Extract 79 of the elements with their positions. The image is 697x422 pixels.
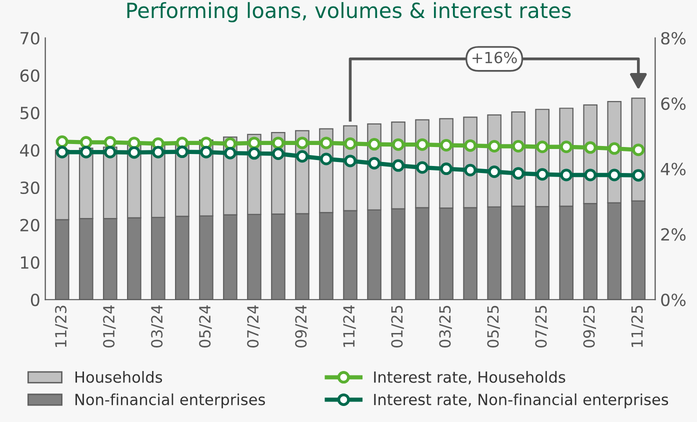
x-tick-label: 05/25 bbox=[487, 306, 500, 348]
y-tick-label: 60 bbox=[20, 69, 40, 82]
point bbox=[320, 152, 332, 166]
point bbox=[584, 141, 597, 154]
x-tick-label: 07/25 bbox=[535, 306, 548, 348]
x-tick-label: 11/23 bbox=[54, 306, 68, 347]
point bbox=[560, 168, 573, 182]
point bbox=[560, 140, 573, 154]
point bbox=[296, 136, 308, 150]
y2-tick-label: 0% bbox=[661, 294, 686, 306]
point bbox=[344, 137, 356, 150]
point bbox=[440, 139, 453, 152]
y2-tick-label: 8% bbox=[661, 32, 686, 45]
point bbox=[584, 168, 597, 182]
y-tick-label: 70 bbox=[20, 32, 40, 45]
point bbox=[320, 136, 332, 150]
point bbox=[176, 146, 188, 158]
point bbox=[632, 144, 645, 156]
y-tick-label: 20 bbox=[20, 218, 40, 232]
point bbox=[128, 136, 140, 150]
x-tick-label: 11/25 bbox=[631, 306, 644, 347]
y2-tick-label: 6% bbox=[661, 97, 686, 110]
point bbox=[104, 136, 116, 149]
x-tick-label: 05/24 bbox=[199, 305, 212, 348]
point bbox=[608, 168, 621, 182]
point bbox=[464, 139, 477, 152]
point bbox=[368, 156, 381, 170]
x-tick-label: 07/24 bbox=[247, 305, 260, 348]
point bbox=[248, 147, 260, 160]
x-tick-label: 09/25 bbox=[583, 306, 596, 348]
point bbox=[296, 150, 308, 163]
y2-tick-label: 4% bbox=[660, 162, 686, 176]
point bbox=[368, 138, 381, 151]
point bbox=[512, 140, 525, 152]
point bbox=[224, 137, 236, 150]
x-tick-label: 03/24 bbox=[151, 305, 164, 348]
point bbox=[56, 146, 68, 158]
legend-label: Non-financial enterprises bbox=[75, 393, 265, 408]
point bbox=[488, 165, 501, 178]
point bbox=[464, 164, 477, 176]
point bbox=[512, 167, 525, 180]
y-tick-label: 40 bbox=[20, 144, 40, 157]
y-tick-label: 50 bbox=[20, 106, 40, 120]
point bbox=[440, 162, 453, 176]
point bbox=[56, 135, 68, 148]
point bbox=[128, 146, 140, 159]
point bbox=[104, 146, 116, 158]
point bbox=[272, 136, 284, 150]
point bbox=[536, 140, 549, 154]
point bbox=[152, 146, 164, 158]
point bbox=[200, 146, 212, 158]
point bbox=[488, 140, 501, 152]
legend-label: Households bbox=[75, 371, 162, 383]
point bbox=[80, 146, 92, 158]
x-tick-label: 01/25 bbox=[391, 306, 404, 348]
point bbox=[536, 168, 549, 181]
point bbox=[608, 142, 621, 155]
point bbox=[248, 136, 260, 150]
point bbox=[632, 169, 645, 182]
point bbox=[392, 138, 405, 151]
point bbox=[416, 138, 429, 151]
x-tick-label: 11/24 bbox=[343, 305, 356, 347]
legend-label: Interest rate, Non-financial enterprises bbox=[374, 393, 668, 408]
annotation: +16% bbox=[472, 52, 517, 64]
chart-title: Performing loans, volumes & interest rates bbox=[127, 2, 571, 22]
y-tick-label: 10 bbox=[21, 256, 40, 269]
x-tick-label: 01/24 bbox=[103, 305, 116, 348]
point bbox=[272, 148, 284, 160]
x-tick-label: 03/25 bbox=[439, 306, 452, 348]
point bbox=[344, 154, 356, 168]
y2-tick-label: 2% bbox=[661, 228, 686, 241]
x-tick-label: 09/24 bbox=[295, 305, 308, 348]
legend-label: Interest rate, Households bbox=[374, 371, 566, 384]
point bbox=[416, 161, 429, 174]
point bbox=[80, 136, 92, 149]
y-tick-label: 0 bbox=[30, 294, 40, 306]
point bbox=[224, 146, 236, 160]
y-tick-label: 30 bbox=[20, 181, 40, 194]
point bbox=[392, 159, 405, 172]
